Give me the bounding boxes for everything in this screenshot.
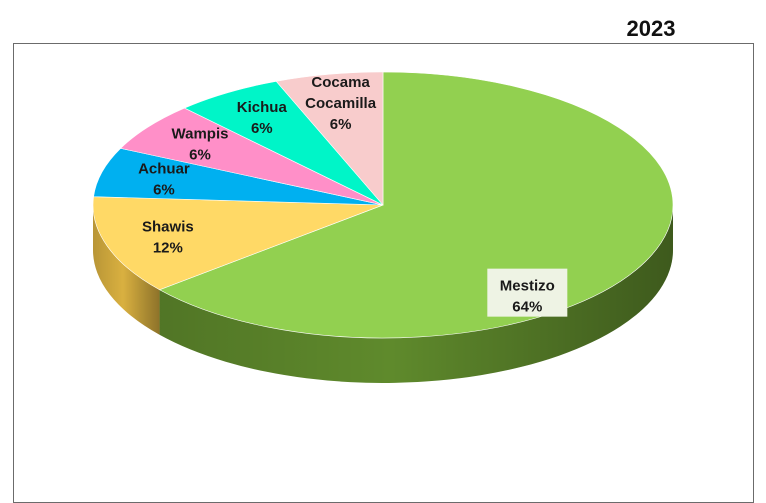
chart-year-title: 2023 xyxy=(626,16,676,41)
slice-value-label: 12% xyxy=(153,240,183,257)
slice-category-label: Cocama xyxy=(311,74,370,91)
pie-chart: Mestizo64%Shawis12%Achuar6%Wampis6%Kichu… xyxy=(92,71,674,384)
slice-category-label: Cocamilla xyxy=(305,95,377,112)
slice-category-label: Mestizo xyxy=(500,278,555,295)
slice-side-shade xyxy=(159,205,674,384)
slice-category-label: Kichua xyxy=(237,99,288,116)
slice-value-label: 6% xyxy=(330,116,352,133)
slice-value-label: 6% xyxy=(153,182,175,199)
slice-value-label: 6% xyxy=(189,147,211,164)
slice-category-label: Shawis xyxy=(142,219,194,236)
slice-value-label: 6% xyxy=(251,120,273,137)
pie-labels: Mestizo64%Shawis12%Achuar6%Wampis6%Kichu… xyxy=(138,74,568,317)
slice-shawis xyxy=(92,196,384,291)
pie-tops xyxy=(92,71,674,339)
pie-sides xyxy=(93,205,674,384)
slice-value-label: 64% xyxy=(512,299,542,316)
slice-cocama-cocamilla xyxy=(275,71,384,206)
slice-side-shade xyxy=(93,205,160,335)
label-box xyxy=(487,268,568,317)
slice-category-label: Wampis xyxy=(172,126,229,143)
slice-category-label: Achuar xyxy=(138,161,190,178)
